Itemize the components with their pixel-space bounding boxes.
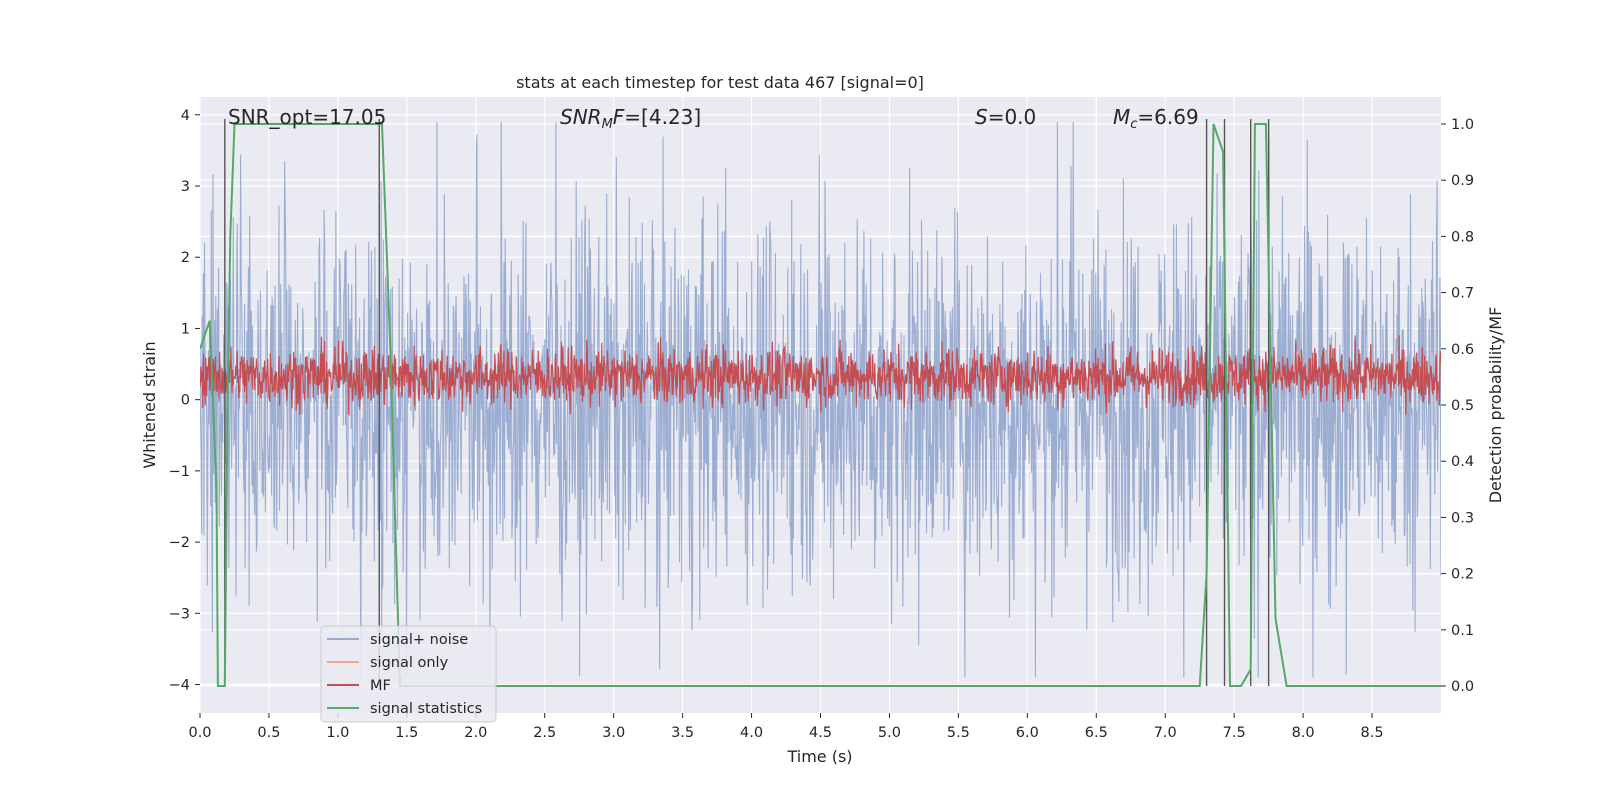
y2-tick-label: 0.9: [1451, 173, 1474, 189]
y2-tick-label: 0.1: [1451, 623, 1474, 639]
x-tick-label: 0.5: [257, 725, 280, 741]
y-tick-label: −1: [169, 464, 190, 480]
x-tick-label: 2.0: [464, 725, 487, 741]
x-tick-label: 1.5: [395, 725, 418, 741]
y-tick-label: −2: [169, 535, 190, 551]
y-axis-label: Whitened strain: [140, 341, 159, 468]
annotation-snr-mf: SNRMF=[4.23]: [560, 105, 701, 132]
y-tick-label: −3: [169, 606, 190, 622]
y-tick-label: 4: [181, 108, 190, 124]
annotation-s-value: =0.0: [988, 105, 1037, 129]
x-tick-label: 6.0: [1016, 725, 1039, 741]
y2-axis-ticks: 1.0 0.9 0.8 0.7 0.6 0.5 0.4 0.3 0.2 0.1 0.0: [1441, 117, 1474, 695]
annotation-mc-value: =6.69: [1137, 105, 1198, 129]
y2-tick-label: 0.7: [1451, 286, 1474, 302]
x-tick-label: 5.5: [947, 725, 970, 741]
legend-frame: [320, 625, 497, 723]
series-line-signal-statistics: [200, 123, 1441, 687]
x-tick-label: 3.0: [602, 725, 625, 741]
annotation-snr-mf-tail: F: [613, 105, 625, 129]
y2-tick-label: 0.8: [1451, 229, 1474, 245]
x-tick-label: 7.0: [1154, 725, 1177, 741]
y-axis-ticks: 4 3 2 1 0 −1 −2 −3 −4: [169, 108, 200, 694]
y-tick-label: 1: [181, 321, 190, 337]
x-tick-label: 4.5: [809, 725, 832, 741]
x-tick-label: 1.0: [326, 725, 349, 741]
x-tick-label: 5.0: [878, 725, 901, 741]
annotation-snr-mf-label: SNR: [560, 105, 602, 129]
x-tick-label: 0.0: [188, 725, 211, 741]
annotation-mc: Mc=6.69: [1113, 105, 1199, 132]
y-tick-label: 0: [181, 393, 190, 409]
y2-tick-label: 0.0: [1451, 679, 1474, 695]
x-axis-ticks: 0.0 0.5 1.0 1.5 2.0 2.5 3.0 3.5 4.0 4.5 5.0 5.5 6.0 6…: [188, 713, 1384, 741]
y2-tick-label: 0.2: [1451, 567, 1474, 583]
y2-tick-label: 0.6: [1451, 342, 1474, 358]
annotation-mc-label: M: [1113, 105, 1130, 129]
y2-tick-label: 0.5: [1451, 398, 1474, 414]
series-signal-statistics: [200, 123, 1441, 687]
x-tick-label: 8.5: [1361, 725, 1384, 741]
y-tick-label: 2: [181, 250, 190, 266]
plot-area: [200, 118, 1441, 687]
y2-tick-label: 1.0: [1451, 117, 1474, 133]
y-tick-label: 3: [181, 179, 190, 195]
legend-label-signal-plus-noise: signal+ noise: [370, 632, 468, 648]
annotation-s: S=0.0: [975, 105, 1036, 129]
annotation-mc-sub: c: [1130, 117, 1137, 132]
y2-axis-label: Detection probability/MF: [1486, 307, 1505, 504]
x-tick-label: 6.5: [1085, 725, 1108, 741]
series-line-signal-plus-noise: [200, 121, 1441, 678]
annotation-snr-mf-value: =[4.23]: [624, 105, 701, 129]
legend-label-mf: MF: [370, 678, 391, 694]
x-tick-label: 2.5: [533, 725, 556, 741]
annotation-snr-mf-sub: M: [602, 117, 613, 132]
series-line-mf: [200, 335, 1441, 416]
x-tick-label: 7.5: [1223, 725, 1246, 741]
series-mf: [200, 335, 1441, 416]
x-tick-label: 8.0: [1292, 725, 1315, 741]
legend-label-signal-only: signal only: [370, 655, 449, 671]
x-tick-label: 4.0: [740, 725, 763, 741]
y-tick-label: −4: [169, 678, 190, 694]
annotation-snr-opt: SNR_opt=17.05: [228, 105, 386, 129]
series-signal-plus-noise: [200, 121, 1441, 678]
annotation-s-label: S: [975, 105, 988, 129]
chart-title: stats at each timestep for test data 467…: [516, 73, 924, 92]
x-tick-label: 3.5: [671, 725, 694, 741]
y2-tick-label: 0.4: [1451, 454, 1474, 470]
legend: signal+ noise signal only MF signal stat…: [320, 625, 497, 723]
y2-tick-label: 0.3: [1451, 510, 1474, 526]
x-axis-label: Time (s): [786, 747, 852, 766]
legend-label-signal-statistics: signal statistics: [370, 701, 482, 717]
